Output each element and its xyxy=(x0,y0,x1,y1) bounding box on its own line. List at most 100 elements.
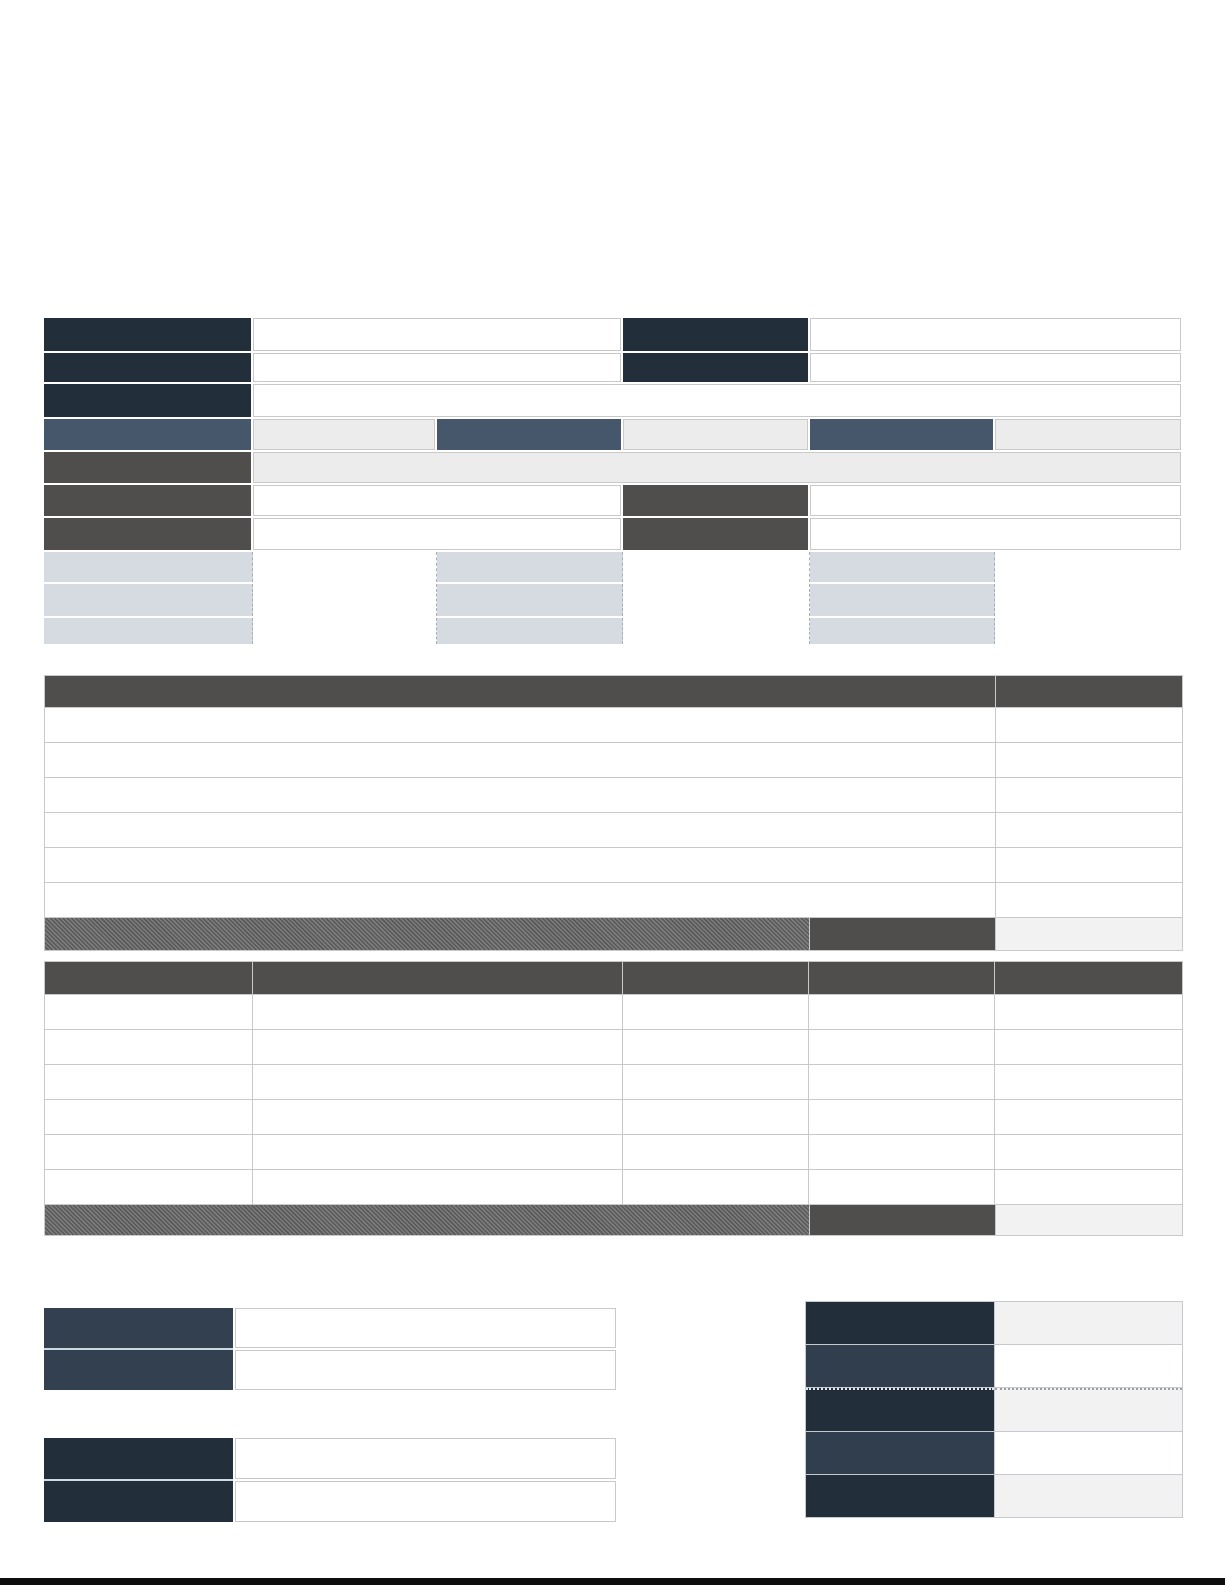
table-body-cell[interactable] xyxy=(996,708,1182,742)
value-cell[interactable] xyxy=(235,1481,616,1522)
table-body-cell[interactable] xyxy=(45,995,252,1029)
total-value-cell[interactable] xyxy=(996,918,1182,950)
summary-value-cell[interactable] xyxy=(253,584,437,616)
summary-label-cell xyxy=(437,584,623,616)
table-body-cell[interactable] xyxy=(809,1135,994,1169)
field-input-cell[interactable] xyxy=(253,485,621,516)
table-row xyxy=(45,778,1182,812)
summary-value-cell[interactable] xyxy=(623,584,810,616)
field-input-cell[interactable] xyxy=(253,353,621,382)
table-row xyxy=(44,1481,616,1522)
value-cell[interactable] xyxy=(995,1432,1182,1474)
table-row xyxy=(806,1432,1182,1474)
table-body-cell[interactable] xyxy=(995,1135,1182,1169)
summary-value-cell[interactable] xyxy=(995,552,1181,582)
table-body-cell[interactable] xyxy=(45,1100,252,1134)
value-cell[interactable] xyxy=(235,1350,616,1390)
table-header-cell xyxy=(45,962,252,994)
table-row xyxy=(44,552,1181,582)
summary-label-cell xyxy=(437,552,623,582)
table-body-cell[interactable] xyxy=(253,995,622,1029)
table-body-cell[interactable] xyxy=(809,1170,994,1204)
field-input-cell[interactable] xyxy=(810,318,1181,351)
field-input-cell[interactable] xyxy=(253,518,621,550)
field-label-cell xyxy=(44,318,251,351)
table-row xyxy=(44,518,1181,550)
table-row xyxy=(45,676,1182,707)
summary-value-cell[interactable] xyxy=(623,618,810,644)
table-body-cell[interactable] xyxy=(623,1030,808,1064)
table-body-cell[interactable] xyxy=(996,813,1182,847)
value-cell[interactable] xyxy=(995,1302,1182,1344)
table-body-cell[interactable] xyxy=(809,1030,994,1064)
summary-label-cell xyxy=(44,618,253,644)
table-body-cell[interactable] xyxy=(995,1030,1182,1064)
table-row xyxy=(44,1350,616,1390)
table-body-cell[interactable] xyxy=(995,1170,1182,1204)
table-body-cell[interactable] xyxy=(253,1030,622,1064)
table-body-cell[interactable] xyxy=(253,1170,622,1204)
table-body-cell[interactable] xyxy=(995,995,1182,1029)
field-input-cell[interactable] xyxy=(810,353,1181,382)
table-body-cell[interactable] xyxy=(45,1170,252,1204)
summary-value-cell[interactable] xyxy=(995,584,1181,616)
summary-label-cell xyxy=(810,584,995,616)
table-row xyxy=(45,962,1182,994)
subheader-field-cell[interactable] xyxy=(253,419,435,450)
value-cell[interactable] xyxy=(995,1475,1182,1517)
section-field-cell[interactable] xyxy=(253,452,1181,483)
summary-value-cell[interactable] xyxy=(253,618,437,644)
table-body-cell[interactable] xyxy=(253,1065,622,1099)
table-body-cell[interactable] xyxy=(45,883,995,917)
table-body-cell[interactable] xyxy=(623,995,808,1029)
table-body-cell[interactable] xyxy=(809,1100,994,1134)
table-body-cell[interactable] xyxy=(253,1135,622,1169)
table-body-cell[interactable] xyxy=(45,1030,252,1064)
value-cell[interactable] xyxy=(235,1438,616,1479)
table-row xyxy=(44,419,1181,450)
table-body-cell[interactable] xyxy=(995,1065,1182,1099)
section-label-cell xyxy=(44,518,251,550)
table-body-cell[interactable] xyxy=(995,1100,1182,1134)
hatched-filler-cell xyxy=(45,1205,809,1235)
table-row xyxy=(45,1135,1182,1169)
table-body-cell[interactable] xyxy=(45,1135,252,1169)
section-label-cell xyxy=(623,518,808,550)
table-body-cell[interactable] xyxy=(623,1065,808,1099)
line-items-table-2 xyxy=(44,961,1183,1236)
field-input-cell[interactable] xyxy=(253,384,1181,417)
field-input-cell[interactable] xyxy=(253,318,621,351)
table-body-cell[interactable] xyxy=(809,995,994,1029)
table-body-cell[interactable] xyxy=(809,1065,994,1099)
value-cell[interactable] xyxy=(995,1345,1182,1387)
table-body-cell[interactable] xyxy=(623,1135,808,1169)
table-body-cell[interactable] xyxy=(45,1065,252,1099)
table-body-cell[interactable] xyxy=(623,1100,808,1134)
header-info-table xyxy=(44,318,1181,644)
table-body-cell[interactable] xyxy=(45,848,995,882)
table-body-cell[interactable] xyxy=(996,883,1182,917)
table-body-cell[interactable] xyxy=(45,813,995,847)
subheader-field-cell[interactable] xyxy=(623,419,808,450)
table-body-cell[interactable] xyxy=(45,708,995,742)
table-body-cell[interactable] xyxy=(253,1100,622,1134)
field-input-cell[interactable] xyxy=(810,485,1181,516)
table-body-cell[interactable] xyxy=(45,743,995,777)
total-value-cell[interactable] xyxy=(996,1205,1182,1235)
field-input-cell[interactable] xyxy=(810,518,1181,550)
summary-value-cell[interactable] xyxy=(253,552,437,582)
table-body-cell[interactable] xyxy=(996,778,1182,812)
value-cell[interactable] xyxy=(995,1388,1182,1431)
summary-value-cell[interactable] xyxy=(623,552,810,582)
bottom-right-summary-table xyxy=(805,1301,1183,1518)
table-body-cell[interactable] xyxy=(623,1170,808,1204)
table-row xyxy=(45,848,1182,882)
subheader-field-cell[interactable] xyxy=(995,419,1181,450)
summary-value-cell[interactable] xyxy=(995,618,1181,644)
table-body-cell[interactable] xyxy=(996,848,1182,882)
table-body-cell[interactable] xyxy=(996,743,1182,777)
summary-label-cell xyxy=(44,584,253,616)
table-row xyxy=(44,584,1181,616)
table-body-cell[interactable] xyxy=(45,778,995,812)
value-cell[interactable] xyxy=(235,1308,616,1348)
